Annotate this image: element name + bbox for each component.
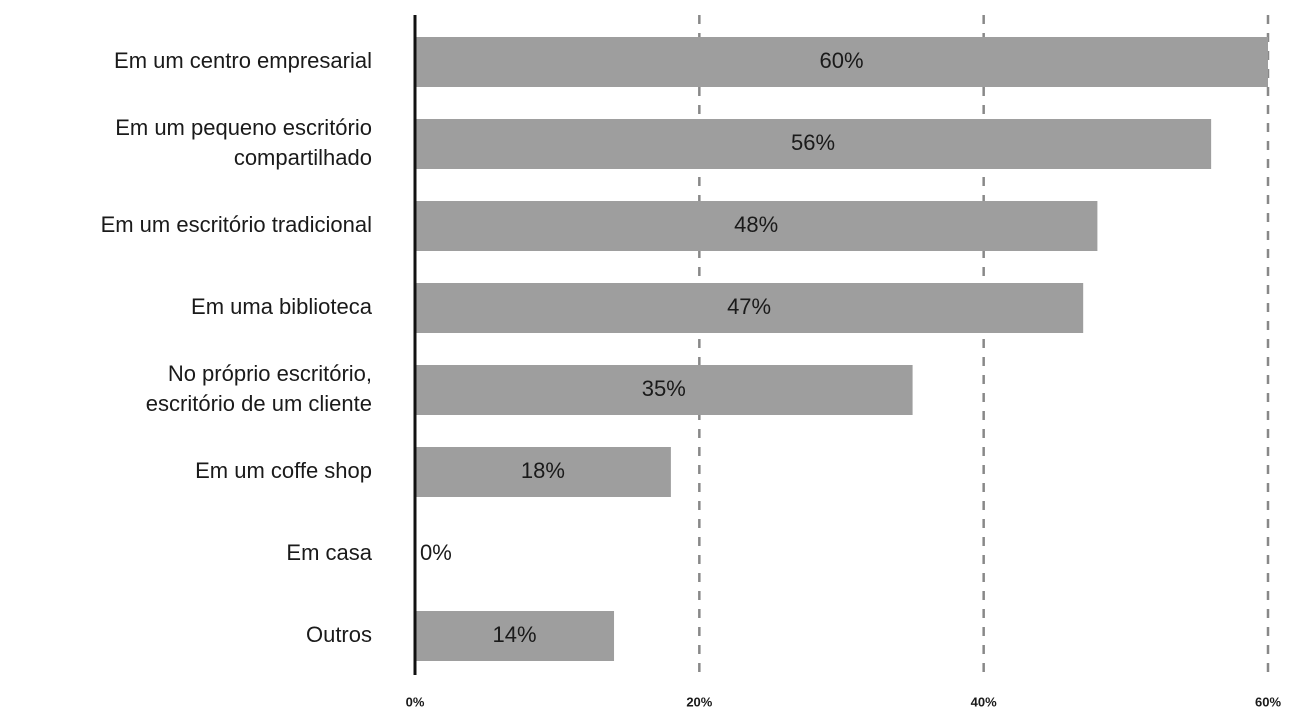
bar bbox=[415, 611, 615, 661]
category-label: Em um centro empresarial bbox=[114, 48, 372, 73]
category-label: Em uma biblioteca bbox=[191, 294, 373, 319]
category-line: Em casa bbox=[286, 540, 372, 565]
category-line: escritório de um cliente bbox=[146, 391, 372, 416]
x-tick-label: 20% bbox=[686, 694, 712, 709]
category-line: No próprio escritório, bbox=[168, 361, 372, 386]
category-line: Em um escritório tradicional bbox=[101, 212, 372, 237]
category-label: Em um pequeno escritório compartilhado bbox=[115, 115, 372, 170]
category-label: Em um coffe shop bbox=[195, 458, 372, 483]
value-label: 48% bbox=[734, 212, 778, 237]
x-tick-label: 0% bbox=[406, 694, 425, 709]
bar bbox=[415, 283, 1084, 333]
bar bbox=[415, 119, 1212, 169]
x-tick-label: 60% bbox=[1255, 694, 1281, 709]
category-line: Outros bbox=[306, 622, 372, 647]
bar bbox=[415, 365, 913, 415]
value-label: 35% bbox=[642, 376, 686, 401]
category-line: compartilhado bbox=[234, 145, 372, 170]
value-label: 14% bbox=[492, 622, 536, 647]
category-line: Em um pequeno escritório bbox=[115, 115, 372, 140]
value-label: 56% bbox=[791, 130, 835, 155]
category-line: Em um coffe shop bbox=[195, 458, 372, 483]
value-label: 60% bbox=[819, 48, 863, 73]
value-label: 47% bbox=[727, 294, 771, 319]
value-label: 18% bbox=[521, 458, 565, 483]
bar bbox=[415, 447, 671, 497]
category-line: Em uma biblioteca bbox=[191, 294, 373, 319]
category-label: Em um escritório tradicional bbox=[101, 212, 372, 237]
category-line: Em um centro empresarial bbox=[114, 48, 372, 73]
x-tick-label: 40% bbox=[971, 694, 997, 709]
bar bbox=[415, 201, 1098, 251]
value-label: 0% bbox=[420, 540, 452, 565]
category-label: No próprio escritório, escritório de um c… bbox=[146, 361, 372, 416]
bar bbox=[415, 37, 1268, 87]
category-label: Em casa bbox=[286, 540, 372, 565]
category-label: Outros bbox=[306, 622, 372, 647]
